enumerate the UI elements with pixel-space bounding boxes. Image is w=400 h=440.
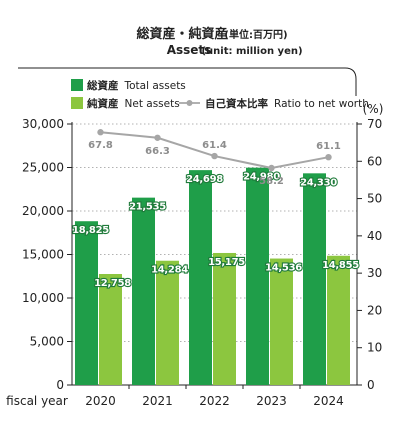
data-label-total-assets: 18,825 (72, 225, 109, 236)
legend-marker-ratio (186, 100, 193, 106)
data-label-net-assets: 12,758 (94, 278, 131, 289)
data-label-net-assets: 14,536 (265, 263, 302, 274)
y-tick-label: 25,000 (22, 161, 64, 175)
data-label-ratio: 58.2 (259, 176, 284, 187)
legend-label-ratio: 自己資本比率 Ratio to net worth (205, 97, 369, 110)
y2-tick-label: 60 (367, 154, 382, 168)
y2-tick-label: 0 (367, 378, 375, 392)
data-label-ratio: 61.1 (316, 141, 341, 152)
chart-title-jp-unit: (単位:百万円) (224, 28, 287, 41)
data-label-net-assets: 15,175 (208, 257, 245, 268)
ratio-point (211, 152, 218, 160)
chart-title-jp: 総資産・純資産 (136, 26, 227, 42)
y-tick-label: 0 (56, 378, 64, 392)
ratio-point (154, 134, 161, 141)
data-label-total-assets: 24,980 (243, 172, 280, 183)
bar-net-assets (327, 255, 350, 385)
bar-net-assets (270, 258, 293, 385)
y2-tick-label: 40 (367, 229, 382, 243)
header-frame-line (18, 67, 357, 96)
y-tick-label: 10,000 (22, 291, 64, 305)
x-tick-label: 2024 (313, 394, 344, 408)
y-tick-label: 20,000 (22, 204, 64, 218)
data-label-ratio: 67.8 (88, 140, 113, 151)
bar-net-assets (213, 252, 236, 385)
y-tick-label: 5,000 (30, 335, 64, 349)
y2-tick-label: 70 (367, 117, 382, 131)
x-tick-label: 2021 (142, 394, 173, 408)
ratio-point (268, 164, 275, 172)
ratio-point (97, 129, 104, 136)
chart-title-en: Assets (167, 43, 212, 57)
bar-total-assets (303, 173, 326, 385)
bar-total-assets (246, 167, 269, 385)
y-tick-label: 30,000 (22, 117, 64, 131)
y-tick-label: 15,000 (22, 248, 64, 262)
data-label-net-assets: 14,284 (151, 265, 188, 276)
data-label-total-assets: 24,330 (300, 177, 337, 188)
y2-tick-label: 50 (367, 192, 382, 206)
data-label-total-assets: 21,535 (129, 202, 166, 213)
legend-swatch-net-assets (71, 97, 83, 109)
y2-tick-label: 20 (367, 303, 382, 317)
y2-tick-label: 10 (367, 341, 382, 355)
x-tick-label: 2022 (199, 394, 230, 408)
bar-net-assets (156, 260, 179, 385)
x-axis-label: fiscal year (6, 394, 68, 408)
legend-label-total-assets: 総資産 Total assets (87, 79, 186, 92)
data-label-total-assets: 24,698 (186, 174, 223, 185)
x-tick-label: 2020 (85, 394, 116, 408)
data-label-ratio: 61.4 (202, 140, 227, 151)
legend-label-net-assets: 純資産 Net assets (87, 97, 180, 110)
y2-tick-label: 30 (367, 266, 382, 280)
data-label-net-assets: 14,855 (322, 260, 359, 271)
legend-swatch-total-assets (71, 79, 83, 91)
x-tick-label: 2023 (256, 394, 287, 408)
bar-total-assets (189, 170, 212, 385)
bar-total-assets (75, 221, 98, 385)
ratio-point (325, 153, 332, 161)
right-axis-unit: (%) (363, 102, 384, 116)
chart-title-en-unit: (unit: million yen) (201, 46, 302, 57)
data-label-ratio: 66.3 (145, 146, 170, 157)
bar-net-assets (99, 274, 122, 385)
bar-total-assets (132, 197, 155, 385)
